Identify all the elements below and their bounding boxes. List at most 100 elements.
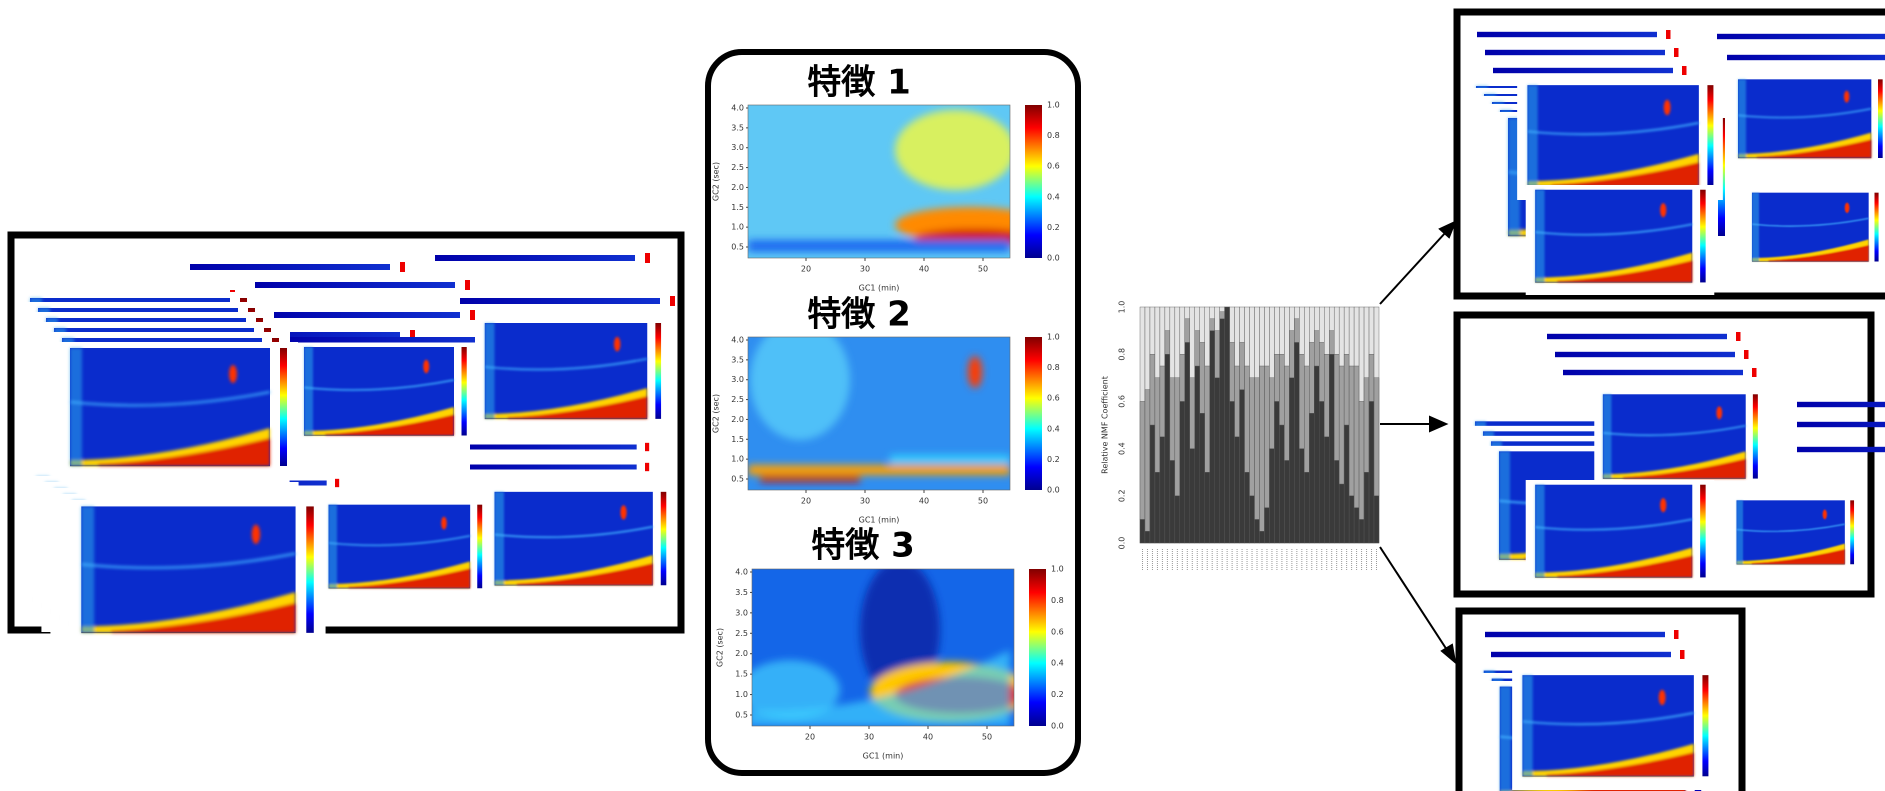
- bar-mid: [1230, 342, 1235, 401]
- heatmap-blob: [968, 356, 982, 388]
- y-tick-label: 2.5: [731, 395, 744, 404]
- bar-dark: [1210, 331, 1215, 543]
- x-tick-label: 50: [978, 265, 988, 274]
- y-tick-label: 1.0: [731, 455, 744, 464]
- y-tick-label: 1.5: [731, 435, 744, 444]
- y-tick-label: 0.0: [1118, 537, 1127, 550]
- y-tick-label: 3.5: [731, 355, 744, 364]
- bar-mid: [1165, 331, 1170, 355]
- y-axis-title: GC2 (sec): [712, 162, 721, 201]
- bar-dark: [1260, 531, 1265, 543]
- y-tick-label: 1.5: [731, 203, 744, 212]
- bar-mid: [1309, 342, 1314, 413]
- y-tick-label: 3.5: [731, 123, 744, 132]
- bar-mid: [1339, 366, 1344, 484]
- nmf-chart: 1.00.80.60.40.20.0Relative NMF Coefficie…: [1101, 301, 1380, 571]
- heatmap-blob: [760, 476, 860, 482]
- bar-dark: [1284, 460, 1289, 543]
- bar-dark: [1205, 472, 1210, 543]
- y-tick-label: 0.6: [1118, 395, 1127, 408]
- thumbnail: [485, 487, 675, 598]
- colorbar: [1029, 569, 1046, 726]
- bar-dark: [1240, 390, 1245, 543]
- bar-mid: [1245, 366, 1250, 472]
- bar-dark: [1250, 496, 1255, 543]
- bar-dark: [1220, 319, 1225, 543]
- bar-mid: [1140, 401, 1145, 519]
- bar-dark: [1294, 342, 1299, 543]
- colorbar-tick-label: 0.6: [1051, 627, 1064, 636]
- heatmap-blob: [895, 110, 1015, 190]
- x-tick-label: 40: [923, 733, 933, 742]
- x-tick-label: 50: [978, 497, 988, 506]
- bar-mid: [1284, 366, 1289, 460]
- bar-mid: [1145, 390, 1150, 532]
- bar-dark: [1185, 342, 1190, 543]
- thumbnail: [320, 500, 490, 599]
- thumbnail: [1730, 75, 1885, 168]
- colorbar-tick-label: 0.8: [1047, 363, 1060, 372]
- bar-dark: [1140, 519, 1145, 543]
- y-axis-title: GC2 (sec): [712, 394, 721, 433]
- colorbar-tick-label: 0.0: [1047, 486, 1060, 495]
- bar-mid: [1175, 378, 1180, 496]
- y-tick-label: 2.5: [735, 629, 748, 638]
- bar-mid: [1250, 378, 1255, 496]
- bar-dark: [1319, 401, 1324, 543]
- feature-title: 特徴 2: [807, 295, 911, 335]
- bar-mid: [1354, 366, 1359, 508]
- y-tick-label: 0.5: [731, 475, 744, 484]
- y-tick-label: 2.5: [731, 163, 744, 172]
- bar-mid: [1344, 354, 1349, 425]
- colorbar-tick-label: 0.0: [1047, 254, 1060, 263]
- bar-dark: [1190, 449, 1195, 543]
- bar-dark: [1354, 508, 1359, 543]
- bar-dark: [1314, 366, 1319, 543]
- bar-dark: [1274, 401, 1279, 543]
- y-tick-label: 4.0: [731, 104, 744, 113]
- x-tick-label: 30: [860, 265, 870, 274]
- colorbar-tick-label: 0.2: [1047, 455, 1060, 464]
- y-tick-label: 0.5: [731, 243, 744, 252]
- bar-dark: [1304, 472, 1309, 543]
- bar-mid: [1255, 378, 1260, 520]
- bar-mid: [1294, 319, 1299, 343]
- bar-mid: [1314, 331, 1319, 366]
- x-tick-label: 20: [801, 497, 811, 506]
- thumbnail: [1512, 670, 1718, 790]
- bar-dark: [1230, 401, 1235, 543]
- bar-dark: [1145, 531, 1150, 543]
- y-tick-label: 0.8: [1118, 348, 1127, 361]
- x-tick-label: 40: [919, 497, 929, 506]
- bar-mid: [1150, 354, 1155, 425]
- bar-mid: [1369, 354, 1374, 401]
- bar-dark: [1170, 460, 1175, 543]
- bar-mid: [1334, 354, 1339, 460]
- thumbnail: [1730, 497, 1860, 573]
- bar-dark: [1299, 449, 1304, 543]
- bar-mid: [1215, 331, 1220, 378]
- colorbar-tick-label: 0.6: [1047, 394, 1060, 403]
- y-tick-label: 1.0: [1118, 301, 1127, 314]
- x-tick-label: 40: [919, 265, 929, 274]
- bar-mid: [1374, 378, 1379, 496]
- bar-mid: [1289, 331, 1294, 378]
- bar-mid: [1205, 366, 1210, 472]
- y-tick-label: 1.0: [735, 690, 748, 699]
- bar-dark: [1334, 460, 1339, 543]
- bar-mid: [1220, 312, 1225, 319]
- colorbar: [1025, 105, 1042, 258]
- heatmap: [748, 320, 1010, 490]
- x-tick-label: 30: [860, 497, 870, 506]
- bar-mid: [1210, 319, 1215, 331]
- x-axis-title: GC1 (min): [859, 284, 900, 293]
- colorbar-tick-label: 0.8: [1047, 131, 1060, 140]
- thumbnail: [1745, 189, 1885, 271]
- thumbnail: [1594, 390, 1765, 490]
- thumbnail: [295, 343, 475, 448]
- bar-dark: [1374, 496, 1379, 543]
- bar-dark: [1180, 401, 1185, 543]
- bar-dark: [1289, 378, 1294, 543]
- x-tick-label: 20: [805, 733, 815, 742]
- bar-mid: [1319, 342, 1324, 401]
